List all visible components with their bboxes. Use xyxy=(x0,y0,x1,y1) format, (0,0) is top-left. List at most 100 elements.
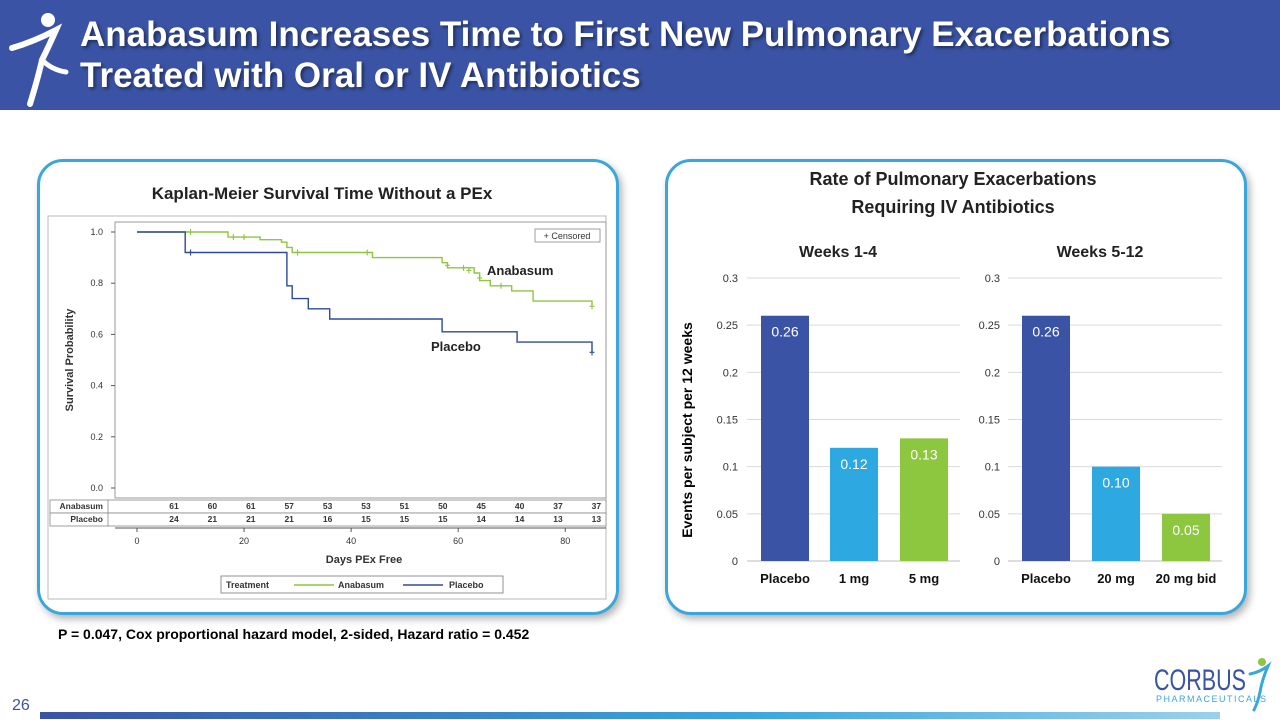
km-at-risk-label: Anabasum xyxy=(60,501,104,511)
bar-category-label: 5 mg xyxy=(909,571,939,586)
km-at-risk-value: 15 xyxy=(361,514,371,524)
km-censor-mark-anabasum xyxy=(188,229,194,235)
bar-y-axis-label: Events per subject per 12 weeks xyxy=(679,322,695,538)
km-line-anabasum xyxy=(137,231,593,307)
bar-chart-title: Rate of Pulmonary Exacerbations xyxy=(809,169,1096,189)
km-at-risk-value: 40 xyxy=(515,501,525,511)
bar xyxy=(900,438,948,561)
bar-y-tick-label: 0.25 xyxy=(979,320,1000,332)
bar-value-label: 0.13 xyxy=(910,446,937,462)
km-x-tick-label: 40 xyxy=(346,536,356,546)
km-legend-header: Treatment xyxy=(226,580,269,590)
km-censor-mark-anabasum xyxy=(364,249,370,256)
km-at-risk-value: 61 xyxy=(246,501,256,511)
bar-y-tick-label: 0.15 xyxy=(979,415,1000,427)
km-y-tick-label: 1.0 xyxy=(90,227,103,237)
km-at-risk-row xyxy=(49,512,607,527)
km-censor-mark-anabasum xyxy=(461,264,467,271)
km-y-axis-label: Survival Probability xyxy=(64,308,76,412)
km-plot-frame xyxy=(114,221,607,499)
km-y-tick-label: 0.8 xyxy=(90,278,103,288)
km-at-risk-value: 24 xyxy=(169,514,179,524)
bar-chart: Rate of Pulmonary Exacerbations Requirin… xyxy=(679,169,1222,586)
km-at-risk-value: 37 xyxy=(553,501,563,511)
km-censor-mark-anabasum xyxy=(466,267,472,274)
corbus-logo: CORBUS PHARMACEUTICALS xyxy=(1154,658,1272,712)
km-at-risk-value: 13 xyxy=(592,514,602,524)
km-censor-mark-placebo xyxy=(188,249,194,256)
km-at-risk-value: 37 xyxy=(592,501,602,511)
corbus-logo-name: CORBUS xyxy=(1154,664,1246,697)
bar-y-tick-label: 0.05 xyxy=(717,509,738,521)
bar xyxy=(830,447,878,561)
bar-category-label: Placebo xyxy=(1021,571,1071,586)
bar-y-tick-label: 0.25 xyxy=(717,320,738,332)
page-title: Anabasum Increases Time to First New Pul… xyxy=(80,14,1270,96)
km-chart-title: Kaplan-Meier Survival Time Without a PEx xyxy=(152,184,493,203)
km-at-risk-value: 21 xyxy=(208,514,218,524)
running-figure-icon xyxy=(9,13,69,107)
bar-y-tick-label: 0.3 xyxy=(985,273,1000,285)
bar-category-label: Placebo xyxy=(760,571,810,586)
km-at-risk-value: 14 xyxy=(476,514,486,524)
km-treatment-legend-box xyxy=(220,575,504,594)
km-x-axis-label: Days PEx Free xyxy=(326,554,402,566)
bar xyxy=(761,315,809,561)
p-value-footnote: P = 0.047, Cox proportional hazard model… xyxy=(58,626,530,642)
corbus-logo-sub: PHARMACEUTICALS xyxy=(1156,694,1268,704)
bar-value-label: 0.26 xyxy=(771,324,798,340)
corbus-figure-icon xyxy=(1248,658,1272,712)
bar-chart-subtitle: Requiring IV Antibiotics xyxy=(851,197,1054,217)
km-series-label-anabasum: Anabasum xyxy=(487,263,553,278)
km-at-risk-value: 15 xyxy=(438,514,448,524)
km-at-risk-value: 21 xyxy=(284,514,294,524)
km-at-risk-value: 15 xyxy=(400,514,410,524)
km-legend-item-anabasum: Anabasum xyxy=(338,580,384,590)
bar-group-title: Weeks 1-4 xyxy=(799,244,877,261)
km-at-risk-value: 50 xyxy=(438,501,448,511)
bar-y-tick-label: 0.2 xyxy=(723,367,738,379)
km-at-risk-value: 53 xyxy=(361,501,371,511)
bar-y-tick-label: 0.05 xyxy=(979,509,1000,521)
km-at-risk-value: 53 xyxy=(323,501,333,511)
page-number: 26 xyxy=(12,697,30,714)
km-x-tick-label: 0 xyxy=(134,536,139,546)
km-at-risk-label: Placebo xyxy=(70,514,103,524)
km-x-tick-label: 80 xyxy=(560,536,570,546)
km-at-risk-value: 51 xyxy=(400,501,410,511)
km-censor-mark-anabasum xyxy=(444,262,450,269)
bar-y-tick-label: 0.15 xyxy=(717,415,738,427)
km-at-risk-value: 13 xyxy=(553,514,563,524)
km-censor-mark-anabasum xyxy=(295,249,301,256)
km-y-tick-label: 0.6 xyxy=(90,329,103,339)
title-line-1: Anabasum Increases Time to First New Pul… xyxy=(80,15,1171,54)
bar-category-label: 20 mg xyxy=(1097,571,1135,586)
bar-value-label: 0.10 xyxy=(1102,475,1129,491)
km-at-risk-value: 16 xyxy=(323,514,333,524)
bar-value-label: 0.05 xyxy=(1172,522,1199,538)
km-series-label-placebo: Placebo xyxy=(431,339,481,354)
km-line-placebo xyxy=(137,231,593,353)
km-y-tick-label: 0.2 xyxy=(90,432,103,442)
km-censored-legend-box xyxy=(534,228,601,243)
km-censor-mark-placebo xyxy=(589,349,595,356)
km-censor-mark-anabasum xyxy=(498,282,504,289)
km-censor-mark-anabasum xyxy=(230,234,236,241)
km-censored-legend: + Censored xyxy=(544,231,591,241)
km-at-risk-value: 21 xyxy=(246,514,256,524)
bar-group-title: Weeks 5-12 xyxy=(1057,244,1144,261)
km-x-tick-label: 60 xyxy=(453,536,463,546)
bar-y-tick-label: 0.1 xyxy=(723,462,738,474)
bar-y-tick-label: 0 xyxy=(994,556,1000,568)
bar-value-label: 0.26 xyxy=(1032,324,1059,340)
km-censor-mark-anabasum xyxy=(241,234,247,241)
bar xyxy=(1162,513,1210,561)
bar-y-tick-label: 0.2 xyxy=(985,367,1000,379)
km-censor-mark-anabasum xyxy=(589,303,595,310)
bar-y-tick-label: 0.1 xyxy=(985,462,1000,474)
bar-category-label: 20 mg bid xyxy=(1156,571,1217,586)
bar-y-tick-label: 0 xyxy=(732,556,738,568)
title-line-2: Treated with Oral or IV Antibiotics xyxy=(80,56,641,95)
km-at-risk-value: 61 xyxy=(169,501,179,511)
km-censor-mark-anabasum xyxy=(477,275,483,282)
